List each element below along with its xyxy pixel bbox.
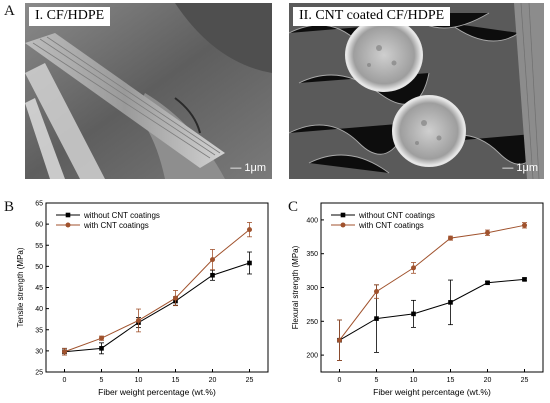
data-point (210, 257, 215, 263)
x-tick-label: 25 (246, 377, 254, 384)
x-tick-label: 0 (63, 377, 67, 384)
x-tick-label: 10 (410, 377, 418, 384)
y-tick-label: 25 (35, 370, 43, 377)
y-axis-label: Tensile strength (MPa) (16, 247, 25, 327)
data-point (136, 317, 141, 323)
data-point (173, 295, 178, 301)
panel-letter-b: B (4, 199, 15, 215)
data-point (411, 311, 416, 317)
y-tick-label: 35 (35, 327, 43, 334)
legend-label: with CNT coatings (83, 221, 149, 230)
y-tick-label: 400 (306, 217, 318, 224)
y-tick-label: 30 (35, 348, 43, 355)
data-point (485, 230, 490, 236)
sem-image-cnt-coated-cf-hdpe: II. CNT coated CF/HDPE — 1μm (289, 3, 544, 179)
y-tick-label: 200 (306, 353, 318, 360)
x-tick-label: 20 (209, 377, 217, 384)
data-point (247, 227, 252, 233)
panel-letter-a: A (4, 3, 15, 19)
series-with-cnt (337, 222, 527, 361)
y-tick-label: 350 (306, 251, 318, 258)
x-tick-label: 5 (375, 377, 379, 384)
legend-marker (65, 212, 71, 218)
data-point (448, 235, 453, 241)
x-tick-label: 10 (135, 377, 143, 384)
data-point (99, 346, 104, 351)
scale-bar-label: — 1μm (502, 162, 538, 174)
x-tick-label: 15 (447, 377, 455, 384)
series-with-cnt (62, 222, 252, 356)
x-axis-label: Fiber weight percentage (wt.%) (98, 387, 216, 397)
series-line (64, 262, 250, 353)
sem-image-cf-hdpe: I. CF/HDPE — 1μm (25, 3, 272, 179)
y-tick-label: 40 (35, 306, 43, 313)
y-axis-label: Flexural strength (MPa) (291, 245, 300, 329)
data-point (448, 300, 453, 305)
data-point (411, 265, 416, 271)
sem-texture-cf-hdpe (25, 3, 272, 179)
panel-letter-c: C (288, 199, 299, 215)
data-point (247, 260, 252, 266)
legend-marker (65, 222, 71, 228)
data-point (374, 316, 379, 321)
x-tick-label: 15 (172, 377, 180, 384)
data-point (210, 272, 215, 278)
scale-bar-label: — 1μm (230, 162, 266, 174)
y-tick-label: 45 (35, 285, 43, 292)
series-line (64, 229, 250, 353)
legend-marker (340, 212, 346, 218)
chart-b: 0 5 10 15 20 25 25 30 35 40 45 50 55 60 65 Fiber weight… (16, 201, 269, 397)
legend-label: with CNT coatings (358, 221, 424, 230)
y-tick-label: 300 (306, 285, 318, 292)
series-line (339, 278, 525, 341)
data-point (485, 280, 490, 286)
series-without-cnt (62, 251, 252, 356)
data-point (374, 289, 379, 295)
y-tick-label: 65 (35, 201, 43, 208)
data-point (62, 349, 67, 355)
data-point (522, 277, 527, 282)
x-tick-label: 25 (521, 377, 529, 384)
data-point (337, 337, 342, 343)
x-tick-label: 0 (338, 377, 342, 384)
legend-label: without CNT coatings (83, 211, 160, 220)
x-tick-label: 5 (100, 377, 104, 384)
series-without-cnt (337, 277, 527, 361)
x-tick-label: 20 (484, 377, 492, 384)
chart-c: 0 5 10 15 20 25 200 250 300 350 400 Fiber weight pe… (291, 202, 544, 397)
legend-label: without CNT coatings (358, 211, 435, 220)
series-line (339, 224, 525, 341)
y-tick-label: 50 (35, 264, 43, 271)
data-point (522, 222, 527, 228)
y-tick-label: 250 (306, 319, 318, 326)
x-axis-label: Fiber weight percentage (wt.%) (373, 387, 491, 397)
data-point (99, 335, 104, 341)
y-tick-label: 55 (35, 243, 43, 250)
legend-marker (340, 222, 346, 228)
sem-label-cnt-coated-cf-hdpe: II. CNT coated CF/HDPE (293, 7, 451, 26)
sem-label-cf-hdpe: I. CF/HDPE (29, 7, 111, 26)
y-tick-label: 60 (35, 222, 43, 229)
